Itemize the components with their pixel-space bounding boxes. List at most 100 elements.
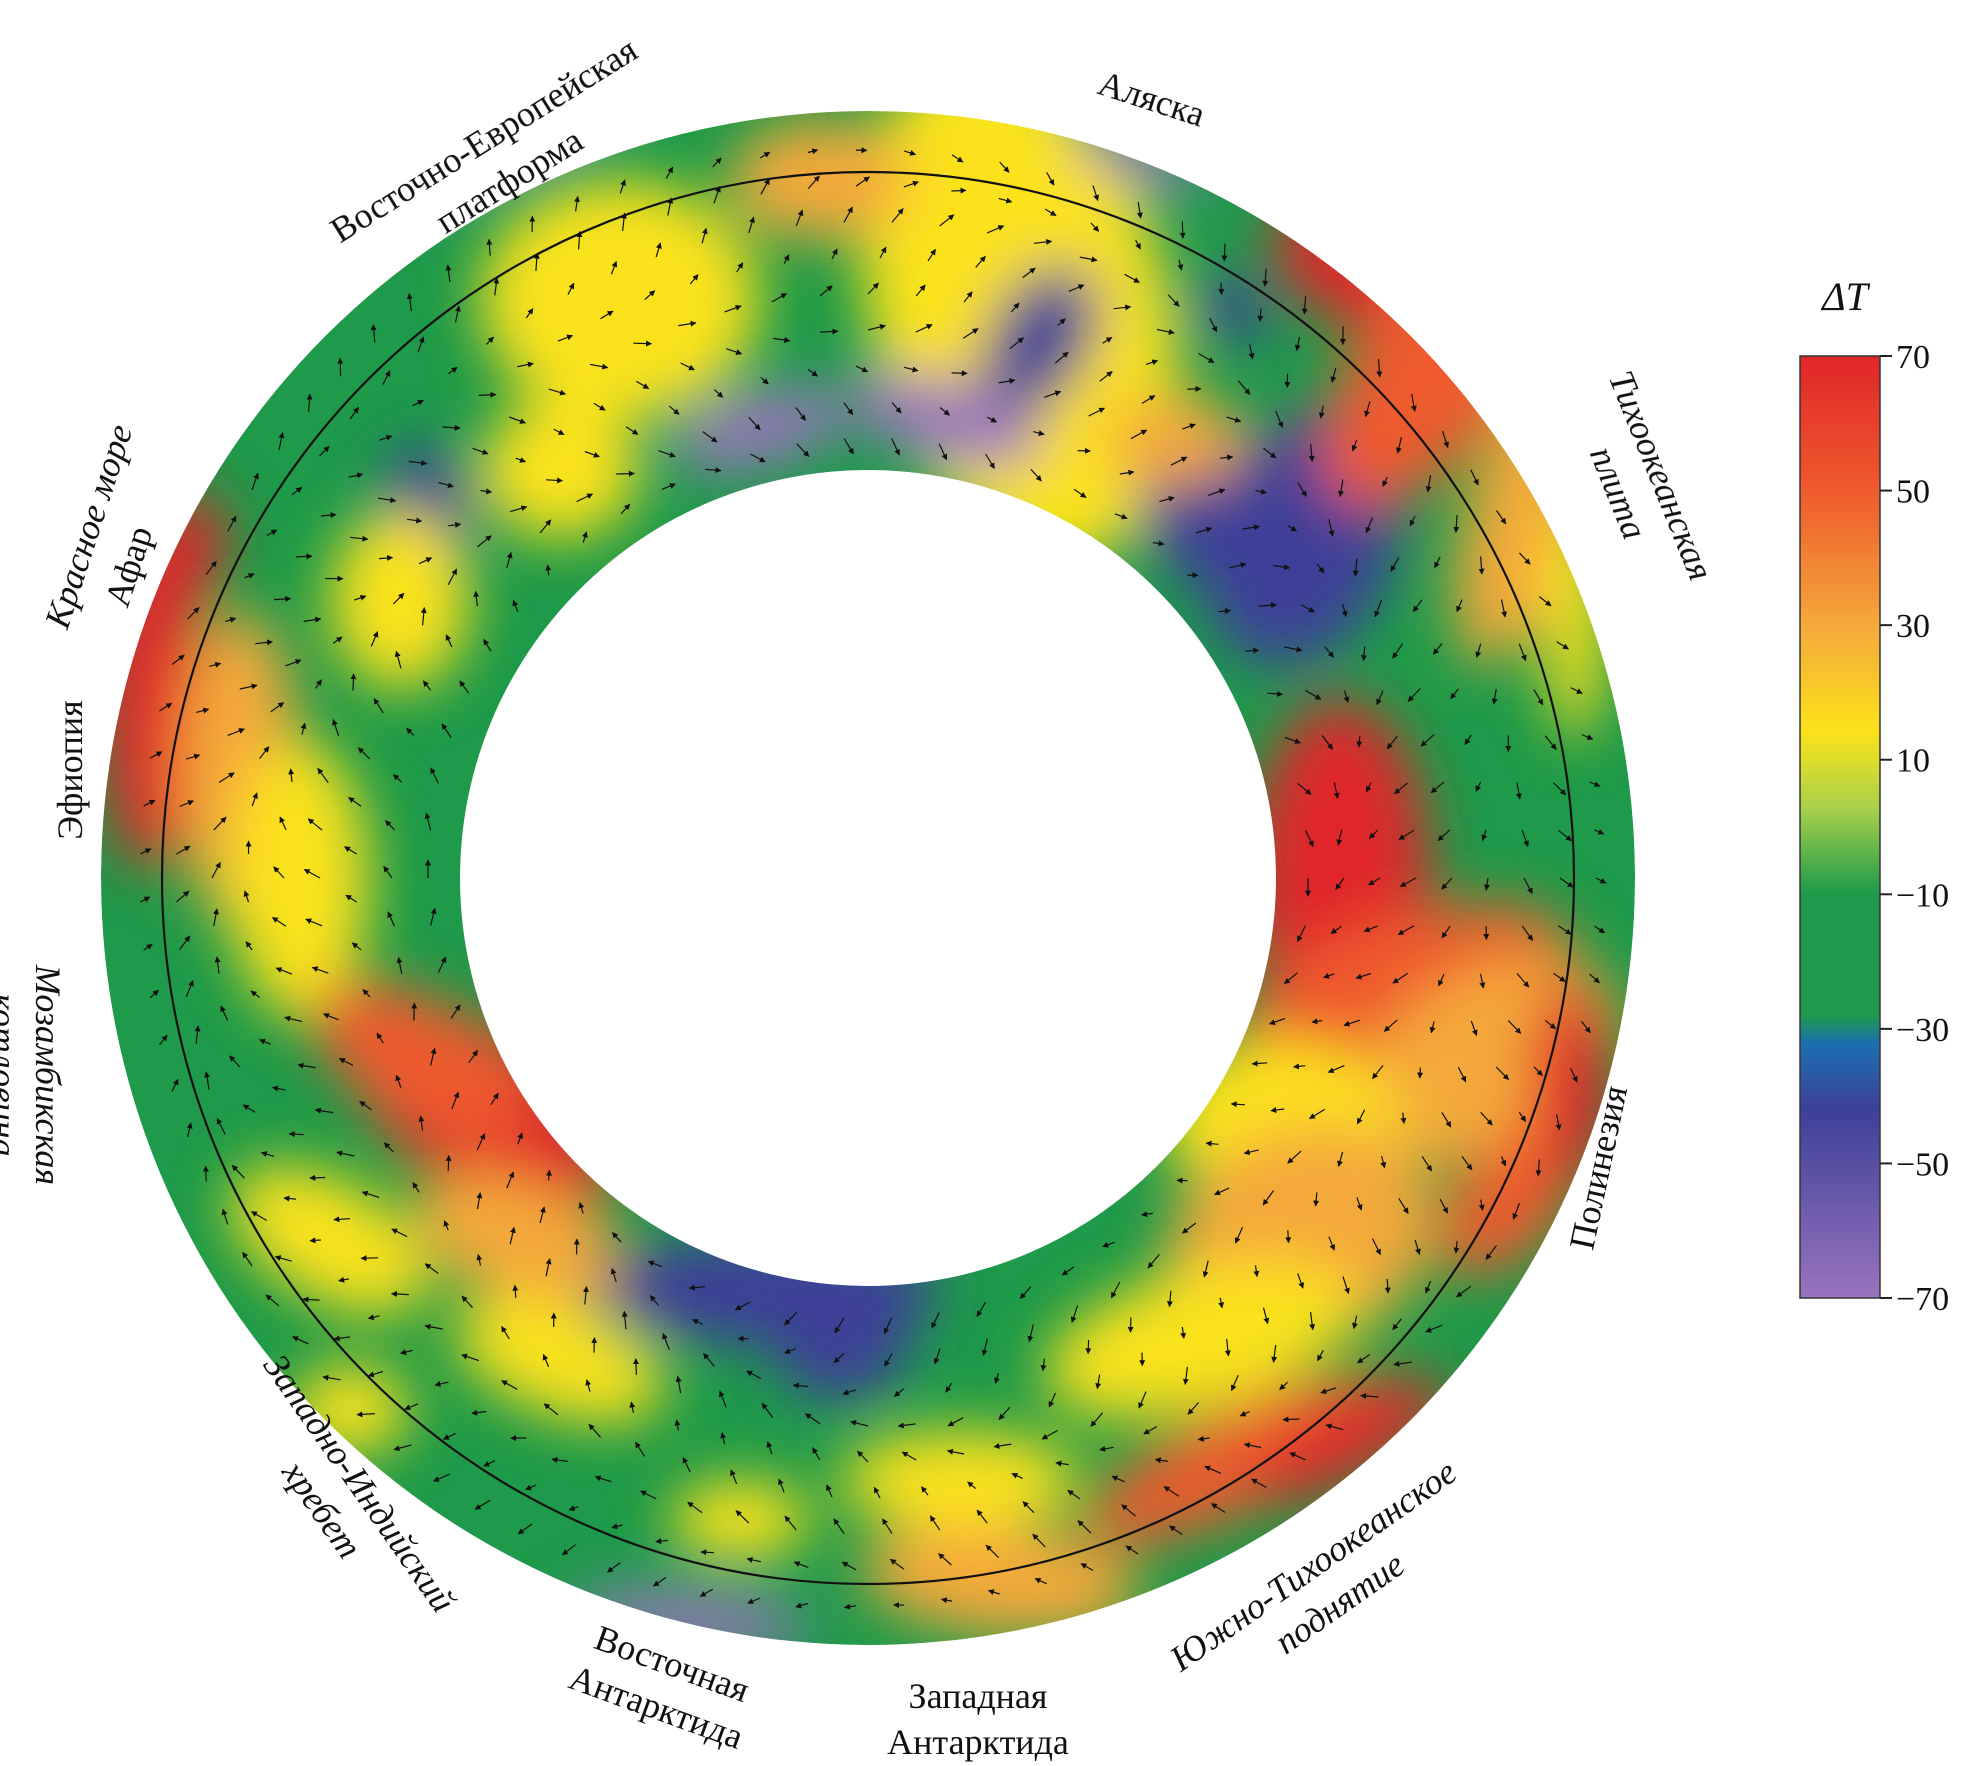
flow-arrow xyxy=(938,443,948,461)
flow-arrow xyxy=(387,911,395,927)
flow-arrow xyxy=(394,650,402,669)
flow-arrow xyxy=(1430,781,1445,794)
flow-arrow xyxy=(211,861,221,879)
flow-arrow xyxy=(420,607,427,626)
flow-arrow xyxy=(305,918,323,927)
flow-arrow xyxy=(1390,557,1400,572)
flow-arrow xyxy=(179,935,191,950)
flow-arrow xyxy=(1220,454,1234,461)
flow-arrow xyxy=(1110,1281,1121,1299)
flow-arrow xyxy=(1371,1238,1382,1256)
flow-arrow xyxy=(884,1353,893,1367)
flow-arrow xyxy=(243,890,250,903)
flow-arrow xyxy=(195,707,210,714)
flow-arrow xyxy=(985,1544,1000,1559)
flow-arrow xyxy=(929,1515,941,1531)
flow-arrow xyxy=(176,890,190,903)
flow-arrow xyxy=(1268,1017,1286,1025)
flow-arrow xyxy=(359,1100,372,1111)
flow-arrow xyxy=(1496,510,1507,525)
flow-arrow xyxy=(1073,488,1087,498)
flow-arrow xyxy=(1154,1457,1169,1464)
flow-arrow xyxy=(1195,526,1213,534)
flow-arrow xyxy=(1304,830,1314,847)
flow-arrow xyxy=(931,1311,940,1329)
flow-arrow xyxy=(1033,238,1053,245)
flow-arrow xyxy=(1182,423,1196,430)
flow-arrow xyxy=(390,1290,409,1297)
anomaly-patch xyxy=(230,740,370,1020)
flow-arrow xyxy=(351,942,362,951)
flow-arrow xyxy=(640,1490,657,1500)
flow-arrow xyxy=(255,639,273,646)
flow-arrow xyxy=(1019,1286,1032,1299)
flow-arrow xyxy=(140,896,151,903)
flow-arrow xyxy=(1399,877,1417,888)
flow-arrow xyxy=(159,702,173,712)
flow-arrow xyxy=(1102,1241,1116,1248)
flow-arrow xyxy=(621,1310,628,1330)
flow-arrow xyxy=(1397,925,1415,936)
flow-arrow xyxy=(915,284,926,297)
flow-arrow xyxy=(322,1374,341,1381)
flow-arrow xyxy=(761,1402,774,1419)
anomaly-patch xyxy=(1545,500,1605,740)
flow-arrow xyxy=(963,291,973,303)
flow-arrow xyxy=(338,1057,354,1066)
flow-arrow xyxy=(1044,390,1062,398)
flow-arrow xyxy=(746,1556,762,1563)
flow-arrow xyxy=(250,1211,268,1222)
flow-arrow xyxy=(307,818,323,831)
flow-arrow xyxy=(176,845,191,855)
flow-arrow xyxy=(620,503,631,515)
flow-arrow xyxy=(336,1150,355,1157)
flow-arrow xyxy=(251,792,258,807)
flow-arrow xyxy=(712,157,722,168)
flow-arrow xyxy=(1328,1236,1336,1251)
flow-arrow xyxy=(726,348,743,355)
colorbar-tick-label: 10 xyxy=(1896,743,1930,780)
flow-arrow xyxy=(350,673,357,691)
flow-arrow xyxy=(373,698,384,714)
flow-arrow xyxy=(349,406,359,420)
flow-arrow xyxy=(317,767,329,784)
flow-arrow xyxy=(939,214,955,227)
flow-arrow xyxy=(857,1450,869,1463)
flow-arrow xyxy=(784,1515,797,1531)
flow-arrow xyxy=(1321,735,1334,750)
flow-arrow xyxy=(1456,1285,1472,1298)
reference-circle xyxy=(160,170,1576,1586)
flow-arrow xyxy=(1267,690,1284,697)
flow-arrow xyxy=(998,378,1016,384)
flow-arrow xyxy=(1010,302,1020,313)
anomaly-patch xyxy=(670,1480,810,1560)
flow-arrow xyxy=(1352,1315,1358,1330)
flow-arrow xyxy=(903,366,919,373)
flow-arrow xyxy=(1438,973,1445,987)
flow-arrow xyxy=(171,654,185,665)
flow-arrow xyxy=(792,1382,809,1389)
flow-arrow xyxy=(311,966,329,974)
flow-arrow xyxy=(976,1301,987,1317)
flow-arrow xyxy=(273,595,292,602)
flow-arrow xyxy=(718,1390,727,1408)
flow-arrow xyxy=(259,746,270,759)
flow-arrow xyxy=(348,797,362,807)
flow-arrow xyxy=(945,1382,953,1393)
flow-arrow xyxy=(225,617,237,623)
anomaly-patch xyxy=(981,266,1099,414)
flow-arrow xyxy=(1180,1326,1187,1339)
label-mozambique-line2: котловина xyxy=(0,993,24,1156)
flow-arrow xyxy=(819,285,833,297)
flow-arrow xyxy=(510,505,528,513)
flow-arrow xyxy=(1552,782,1567,796)
flow-arrow xyxy=(309,1237,321,1244)
flow-arrow xyxy=(545,1169,552,1181)
flow-arrow xyxy=(149,751,163,759)
flow-arrow xyxy=(512,599,519,612)
flow-arrow xyxy=(1421,1155,1433,1172)
flow-arrow xyxy=(1352,558,1359,577)
flow-arrow xyxy=(143,799,156,807)
flow-arrow xyxy=(1595,877,1607,884)
flow-arrow xyxy=(314,1107,334,1114)
